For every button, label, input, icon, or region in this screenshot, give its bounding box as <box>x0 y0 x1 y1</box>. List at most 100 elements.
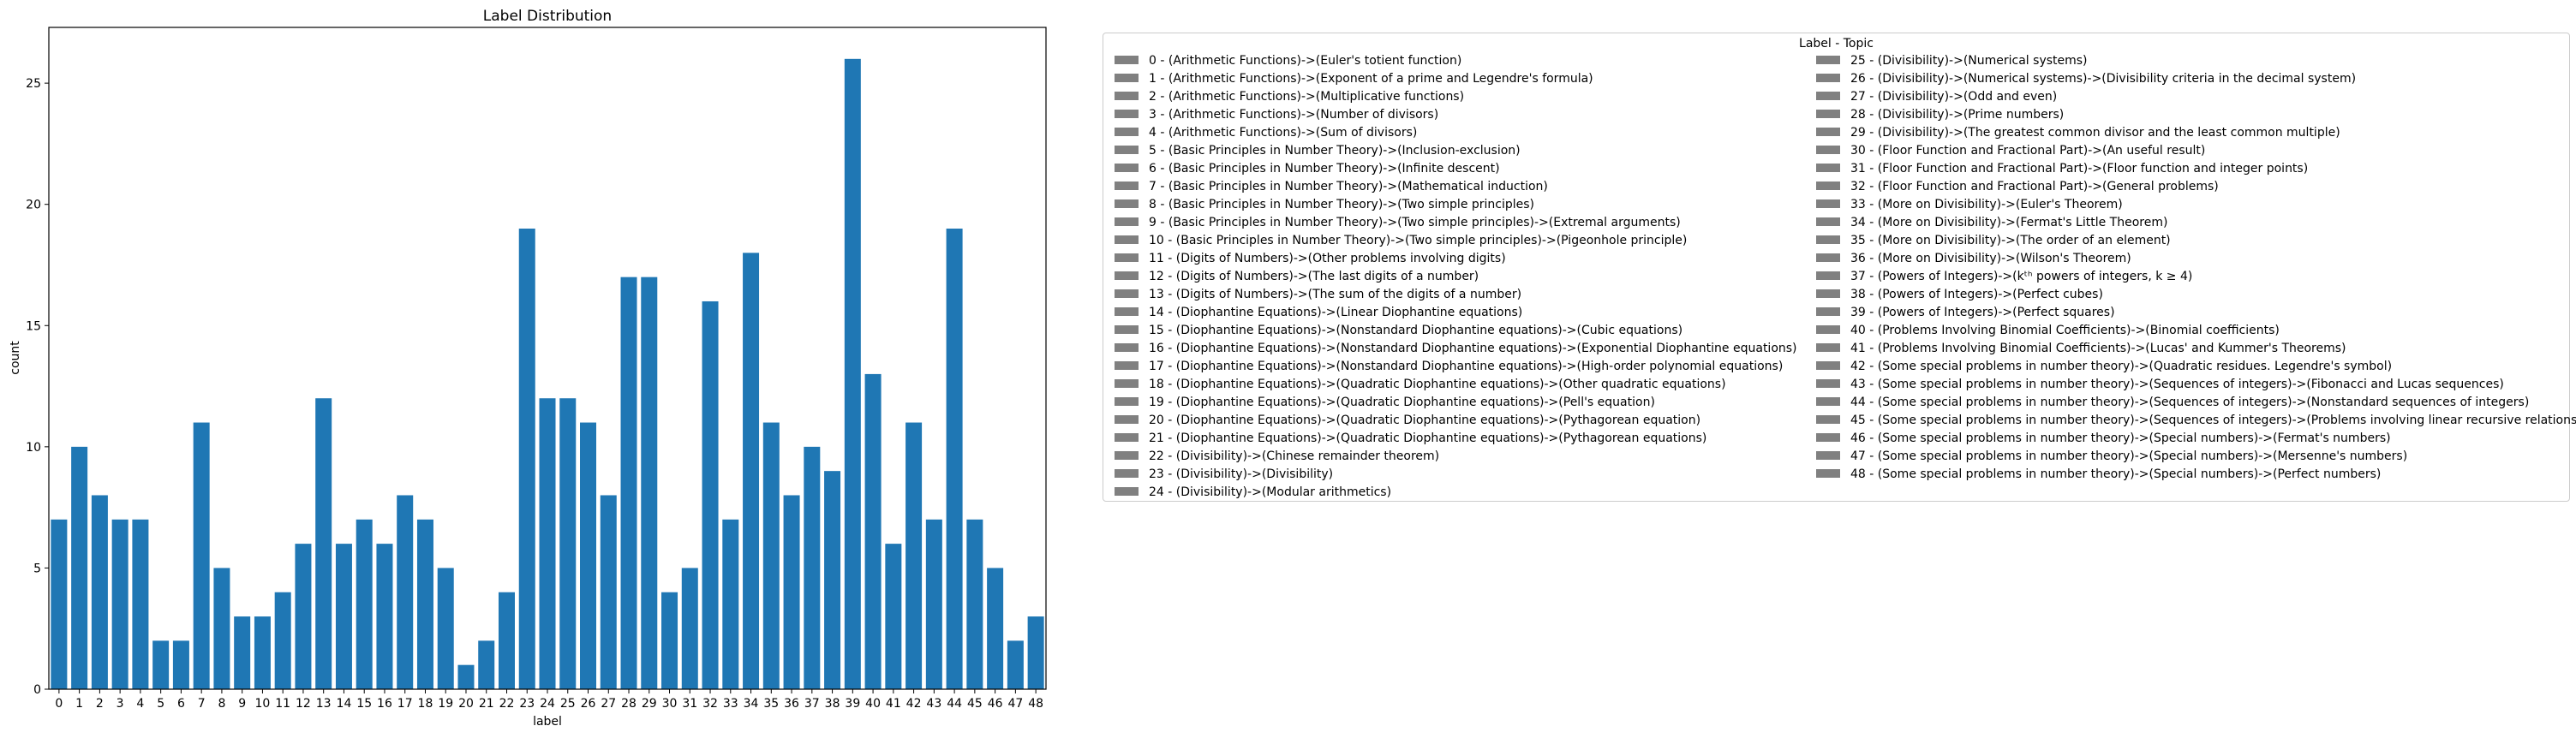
legend-swatch <box>1816 217 1840 226</box>
legend-swatch <box>1816 361 1840 370</box>
legend-swatch <box>1115 451 1139 460</box>
legend-entry-label: 6 - (Basic Principles in Number Theory)-… <box>1149 162 1500 176</box>
legend-entry-label: 8 - (Basic Principles in Number Theory)-… <box>1149 198 1535 211</box>
legend-entry-label: 17 - (Diophantine Equations)->(Nonstanda… <box>1149 360 1784 373</box>
legend-entry: 36 - (More on Divisibility)->(Wilson's T… <box>1808 250 2576 268</box>
legend-column-2: 25 - (Divisibility)->(Numerical systems)… <box>1808 52 2576 484</box>
x-tick-label: 23 <box>519 697 535 711</box>
legend-swatch <box>1115 235 1139 244</box>
legend-entry-label: 37 - (Powers of Integers)->(kᵗʰ powers o… <box>1850 270 2193 283</box>
bar-32 <box>702 301 719 689</box>
legend-entry: 8 - (Basic Principles in Number Theory)-… <box>1107 196 1797 214</box>
legend-swatch <box>1816 271 1840 280</box>
x-tick-label: 30 <box>662 697 678 711</box>
legend-entry-label: 43 - (Some special problems in number th… <box>1850 378 2504 391</box>
legend-entry: 33 - (More on Divisibility)->(Euler's Th… <box>1808 196 2576 214</box>
legend-entry-label: 28 - (Divisibility)->(Prime numbers) <box>1850 108 2065 122</box>
bar-19 <box>437 568 454 689</box>
legend-entry: 42 - (Some special problems in number th… <box>1808 358 2576 376</box>
legend-entry-label: 18 - (Diophantine Equations)->(Quadratic… <box>1149 378 1726 391</box>
legend-entry-label: 29 - (Divisibility)->(The greatest commo… <box>1850 126 2340 140</box>
bar-43 <box>925 519 942 689</box>
legend-entry: 34 - (More on Divisibility)->(Fermat's L… <box>1808 214 2576 232</box>
bar-17 <box>397 495 414 689</box>
legend-entry: 21 - (Diophantine Equations)->(Quadratic… <box>1107 430 1797 448</box>
legend-entry: 20 - (Diophantine Equations)->(Quadratic… <box>1107 412 1797 430</box>
bar-16 <box>376 544 393 689</box>
legend-entry: 46 - (Some special problems in number th… <box>1808 430 2576 448</box>
bar-27 <box>600 495 617 689</box>
legend-swatch <box>1816 56 1840 64</box>
x-tick-label: 8 <box>218 697 225 711</box>
legend-entry: 11 - (Digits of Numbers)->(Other problem… <box>1107 250 1797 268</box>
bar-46 <box>987 568 1004 689</box>
legend-swatch <box>1115 164 1139 172</box>
legend-entry: 4 - (Arithmetic Functions)->(Sum of divi… <box>1107 124 1797 142</box>
x-tick-label: 25 <box>560 697 576 711</box>
x-tick-label: 31 <box>682 697 697 711</box>
x-tick-label: 39 <box>845 697 860 711</box>
legend-entry-label: 19 - (Diophantine Equations)->(Quadratic… <box>1149 396 1655 409</box>
x-tick-label: 0 <box>55 697 63 711</box>
legend-entry: 39 - (Powers of Integers)->(Perfect squa… <box>1808 304 2576 322</box>
x-tick-label: 19 <box>438 697 453 711</box>
legend-entry: 22 - (Divisibility)->(Chinese remainder … <box>1107 448 1797 466</box>
bar-21 <box>478 640 495 689</box>
bar-26 <box>580 422 597 689</box>
x-tick-label: 15 <box>356 697 372 711</box>
legend-entry-label: 9 - (Basic Principles in Number Theory)-… <box>1149 216 1681 229</box>
legend-entry: 30 - (Floor Function and Fractional Part… <box>1808 142 2576 160</box>
legend-entry: 48 - (Some special problems in number th… <box>1808 466 2576 484</box>
bar-11 <box>274 592 291 689</box>
x-tick-label: 5 <box>157 697 164 711</box>
x-tick-label: 29 <box>642 697 657 711</box>
legend-entry: 7 - (Basic Principles in Number Theory)-… <box>1107 178 1797 196</box>
bar-18 <box>416 519 433 689</box>
bar-37 <box>804 446 821 689</box>
legend-swatch <box>1115 92 1139 100</box>
legend-entry: 24 - (Divisibility)->(Modular arithmetic… <box>1107 484 1797 502</box>
bar-35 <box>762 422 780 689</box>
legend-swatch <box>1816 74 1840 82</box>
x-tick-label: 26 <box>581 697 596 711</box>
legend-entry-label: 32 - (Floor Function and Fractional Part… <box>1850 180 2219 193</box>
legend-entry-label: 31 - (Floor Function and Fractional Part… <box>1850 162 2309 176</box>
bar-5 <box>152 640 170 689</box>
legend-entry-label: 39 - (Powers of Integers)->(Perfect squa… <box>1850 306 2115 319</box>
legend-swatch <box>1816 343 1840 352</box>
legend-entry: 32 - (Floor Function and Fractional Part… <box>1808 178 2576 196</box>
legend-entry-label: 13 - (Digits of Numbers)->(The sum of th… <box>1149 288 1522 301</box>
bar-3 <box>111 519 129 689</box>
legend-entry: 14 - (Diophantine Equations)->(Linear Di… <box>1107 304 1797 322</box>
legend-swatch <box>1115 361 1139 370</box>
y-tick-label: 5 <box>33 562 41 575</box>
legend-entry: 44 - (Some special problems in number th… <box>1808 394 2576 412</box>
bar-9 <box>234 616 251 689</box>
x-tick-label: 21 <box>479 697 494 711</box>
legend-swatch <box>1115 397 1139 406</box>
bar-33 <box>722 519 739 689</box>
legend: Label - Topic 0 - (Arithmetic Functions)… <box>1103 33 2576 502</box>
bar-23 <box>518 229 535 689</box>
legend-entry: 0 - (Arithmetic Functions)->(Euler's tot… <box>1107 52 1797 70</box>
bar-20 <box>457 664 475 689</box>
legend-entry: 40 - (Problems Involving Binomial Coeffi… <box>1808 322 2576 340</box>
x-tick-label: 48 <box>1028 697 1043 711</box>
legend-swatch <box>1115 433 1139 442</box>
bar-10 <box>254 616 271 689</box>
legend-swatch <box>1816 415 1840 424</box>
legend-entry: 35 - (More on Divisibility)->(The order … <box>1808 232 2576 250</box>
legend-entry: 45 - (Some special problems in number th… <box>1808 412 2576 430</box>
y-tick-label: 25 <box>26 77 41 91</box>
bar-15 <box>356 519 373 689</box>
x-tick-label: 45 <box>967 697 983 711</box>
bar-6 <box>172 640 189 689</box>
y-axis: 0 5 10 15 20 25 <box>26 77 49 697</box>
legend-entry: 23 - (Divisibility)->(Divisibility) <box>1107 466 1797 484</box>
legend-swatch <box>1115 289 1139 298</box>
legend-entry-label: 36 - (More on Divisibility)->(Wilson's T… <box>1850 252 2131 265</box>
legend-entry-label: 25 - (Divisibility)->(Numerical systems) <box>1850 54 2088 68</box>
bars-layer <box>51 58 1044 690</box>
legend-entry-label: 34 - (More on Divisibility)->(Fermat's L… <box>1850 216 2168 229</box>
legend-swatch <box>1816 325 1840 334</box>
